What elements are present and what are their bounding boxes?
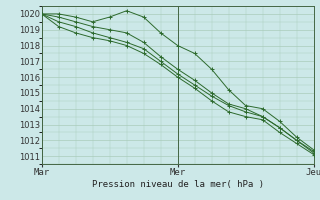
X-axis label: Pression niveau de la mer( hPa ): Pression niveau de la mer( hPa )	[92, 180, 264, 189]
